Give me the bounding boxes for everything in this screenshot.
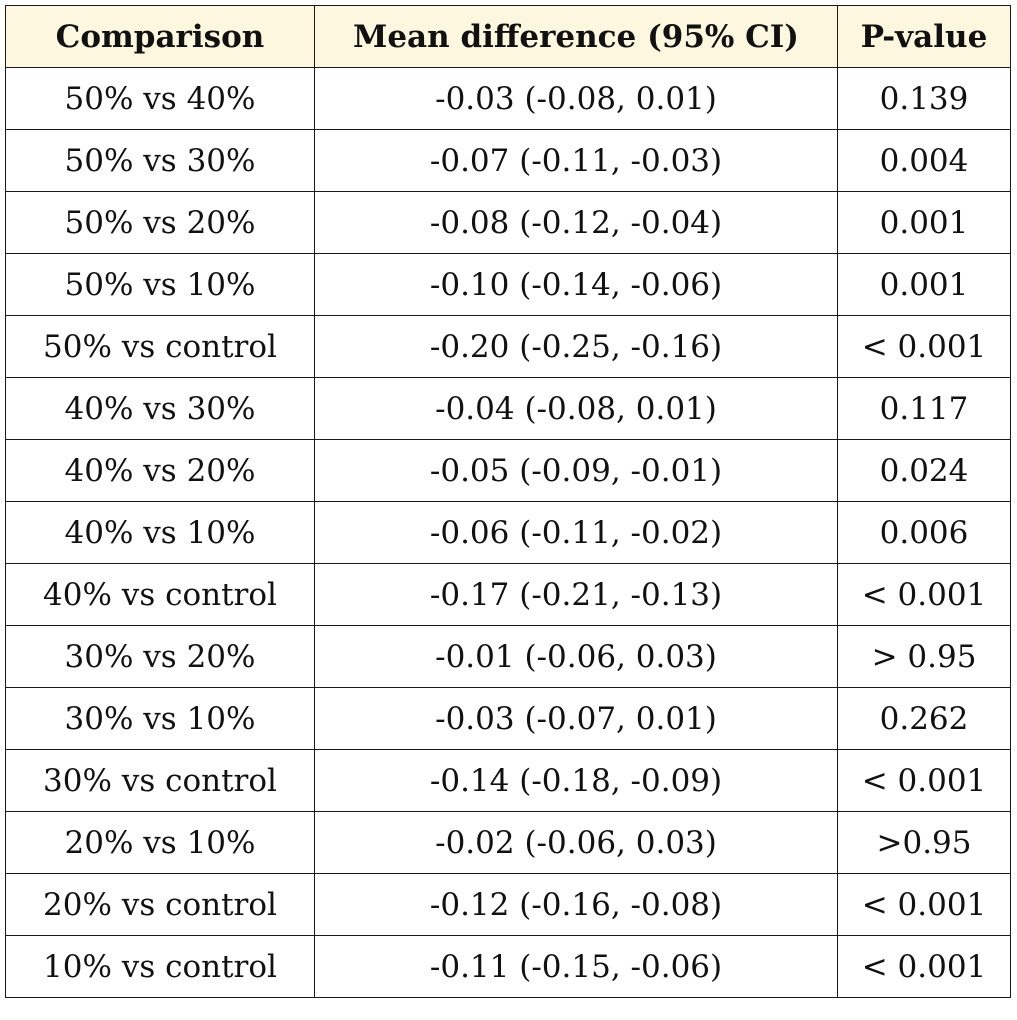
cell-comparison: 30% vs control <box>5 749 315 812</box>
cell-p-value: 0.139 <box>837 67 1011 130</box>
cell-p-value: < 0.001 <box>837 935 1011 998</box>
cell-comparison: 40% vs 20% <box>5 439 315 502</box>
header-mean-difference: Mean difference (95% CI) <box>314 5 838 68</box>
cell-mean-difference: -0.20 (-0.25, -0.16) <box>314 315 838 378</box>
cell-mean-difference: -0.17 (-0.21, -0.13) <box>314 563 838 626</box>
table-row: 20% vs control -0.12 (-0.16, -0.08) < 0.… <box>5 873 1011 936</box>
cell-comparison: 50% vs control <box>5 315 315 378</box>
comparison-table: Comparison Mean difference (95% CI) P-va… <box>5 5 1011 998</box>
cell-mean-difference: -0.07 (-0.11, -0.03) <box>314 129 838 192</box>
cell-p-value: 0.001 <box>837 191 1011 254</box>
cell-comparison: 40% vs 30% <box>5 377 315 440</box>
cell-mean-difference: -0.11 (-0.15, -0.06) <box>314 935 838 998</box>
cell-mean-difference: -0.08 (-0.12, -0.04) <box>314 191 838 254</box>
cell-p-value: < 0.001 <box>837 315 1011 378</box>
header-p-value: P-value <box>837 5 1011 68</box>
cell-p-value: 0.001 <box>837 253 1011 316</box>
cell-mean-difference: -0.01 (-0.06, 0.03) <box>314 625 838 688</box>
comparison-table-container: Comparison Mean difference (95% CI) P-va… <box>5 5 1011 998</box>
cell-p-value: 0.006 <box>837 501 1011 564</box>
table-row: 30% vs 10% -0.03 (-0.07, 0.01) 0.262 <box>5 687 1011 750</box>
table-row: 40% vs 30% -0.04 (-0.08, 0.01) 0.117 <box>5 377 1011 440</box>
table-row: 50% vs 10% -0.10 (-0.14, -0.06) 0.001 <box>5 253 1011 316</box>
cell-comparison: 50% vs 30% <box>5 129 315 192</box>
cell-comparison: 50% vs 40% <box>5 67 315 130</box>
cell-p-value: 0.004 <box>837 129 1011 192</box>
table-row: 10% vs control -0.11 (-0.15, -0.06) < 0.… <box>5 935 1011 998</box>
cell-comparison: 20% vs 10% <box>5 811 315 874</box>
cell-mean-difference: -0.14 (-0.18, -0.09) <box>314 749 838 812</box>
table-row: 50% vs 30% -0.07 (-0.11, -0.03) 0.004 <box>5 129 1011 192</box>
cell-mean-difference: -0.06 (-0.11, -0.02) <box>314 501 838 564</box>
cell-comparison: 20% vs control <box>5 873 315 936</box>
table-row: 40% vs 20% -0.05 (-0.09, -0.01) 0.024 <box>5 439 1011 502</box>
cell-mean-difference: -0.03 (-0.07, 0.01) <box>314 687 838 750</box>
cell-p-value: 0.117 <box>837 377 1011 440</box>
cell-comparison: 30% vs 10% <box>5 687 315 750</box>
cell-mean-difference: -0.04 (-0.08, 0.01) <box>314 377 838 440</box>
table-row: 50% vs control -0.20 (-0.25, -0.16) < 0.… <box>5 315 1011 378</box>
cell-p-value: 0.262 <box>837 687 1011 750</box>
table-body: 50% vs 40% -0.03 (-0.08, 0.01) 0.139 50%… <box>5 67 1011 998</box>
cell-p-value: < 0.001 <box>837 873 1011 936</box>
cell-p-value: > 0.95 <box>837 625 1011 688</box>
table-row: 50% vs 40% -0.03 (-0.08, 0.01) 0.139 <box>5 67 1011 130</box>
cell-mean-difference: -0.12 (-0.16, -0.08) <box>314 873 838 936</box>
header-row: Comparison Mean difference (95% CI) P-va… <box>5 5 1011 68</box>
cell-comparison: 10% vs control <box>5 935 315 998</box>
cell-comparison: 40% vs 10% <box>5 501 315 564</box>
table-row: 20% vs 10% -0.02 (-0.06, 0.03) >0.95 <box>5 811 1011 874</box>
cell-mean-difference: -0.02 (-0.06, 0.03) <box>314 811 838 874</box>
table-row: 40% vs control -0.17 (-0.21, -0.13) < 0.… <box>5 563 1011 626</box>
cell-mean-difference: -0.03 (-0.08, 0.01) <box>314 67 838 130</box>
header-comparison: Comparison <box>5 5 315 68</box>
table-row: 50% vs 20% -0.08 (-0.12, -0.04) 0.001 <box>5 191 1011 254</box>
cell-comparison: 30% vs 20% <box>5 625 315 688</box>
table-row: 30% vs 20% -0.01 (-0.06, 0.03) > 0.95 <box>5 625 1011 688</box>
cell-comparison: 50% vs 10% <box>5 253 315 316</box>
cell-p-value: < 0.001 <box>837 563 1011 626</box>
cell-comparison: 50% vs 20% <box>5 191 315 254</box>
cell-mean-difference: -0.05 (-0.09, -0.01) <box>314 439 838 502</box>
table-row: 30% vs control -0.14 (-0.18, -0.09) < 0.… <box>5 749 1011 812</box>
table-header: Comparison Mean difference (95% CI) P-va… <box>5 5 1011 68</box>
cell-comparison: 40% vs control <box>5 563 315 626</box>
cell-p-value: >0.95 <box>837 811 1011 874</box>
cell-mean-difference: -0.10 (-0.14, -0.06) <box>314 253 838 316</box>
cell-p-value: 0.024 <box>837 439 1011 502</box>
table-row: 40% vs 10% -0.06 (-0.11, -0.02) 0.006 <box>5 501 1011 564</box>
cell-p-value: < 0.001 <box>837 749 1011 812</box>
